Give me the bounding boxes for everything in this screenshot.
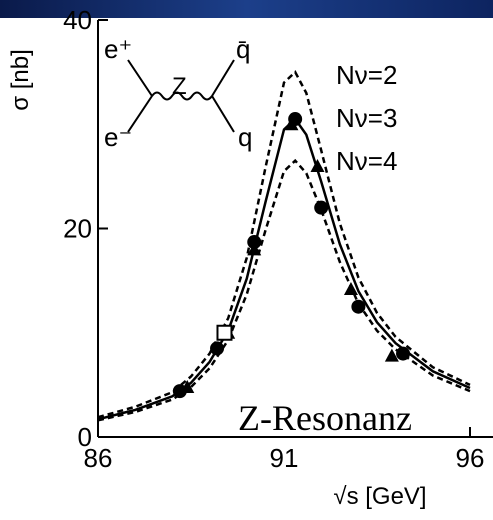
label-boson: Z xyxy=(172,73,187,100)
y-tick-label: 40 xyxy=(63,5,92,35)
data-point xyxy=(343,281,358,295)
data-point xyxy=(310,158,325,172)
legend-label: Nν=3 xyxy=(336,103,397,133)
curve xyxy=(97,70,471,419)
label-e-minus: e⁻ xyxy=(104,122,132,152)
data-point xyxy=(247,235,262,250)
data-point xyxy=(314,200,329,215)
data-point xyxy=(284,117,299,131)
curve xyxy=(97,158,471,422)
y-tick-label: 20 xyxy=(63,214,92,244)
data-point xyxy=(247,242,262,256)
data-point xyxy=(396,346,411,361)
chart-title: Z-Resonanz xyxy=(238,398,412,438)
title-box xyxy=(205,398,445,436)
y-tick-label: 0 xyxy=(78,422,92,452)
data-point xyxy=(180,379,195,393)
data-point xyxy=(384,348,399,362)
x-tick-label: 91 xyxy=(270,443,299,473)
x-tick-label: 86 xyxy=(84,443,113,473)
data-point xyxy=(351,299,366,314)
legend-label: Nν=2 xyxy=(336,60,397,90)
legend-label: Nν=4 xyxy=(336,146,397,176)
data-point xyxy=(216,324,233,341)
label-quark: q xyxy=(238,122,252,152)
y-axis-label: σ [nb] xyxy=(7,49,34,111)
curve xyxy=(97,117,471,421)
label-e-plus: e⁺ xyxy=(104,34,132,64)
feynman-diagram xyxy=(127,59,235,133)
header-strip xyxy=(0,0,493,18)
data-point xyxy=(210,341,225,356)
label-antiquark: q̄ xyxy=(236,34,250,64)
x-axis-label: √s [GeV] xyxy=(333,483,426,510)
x-tick-label: 96 xyxy=(456,443,485,473)
